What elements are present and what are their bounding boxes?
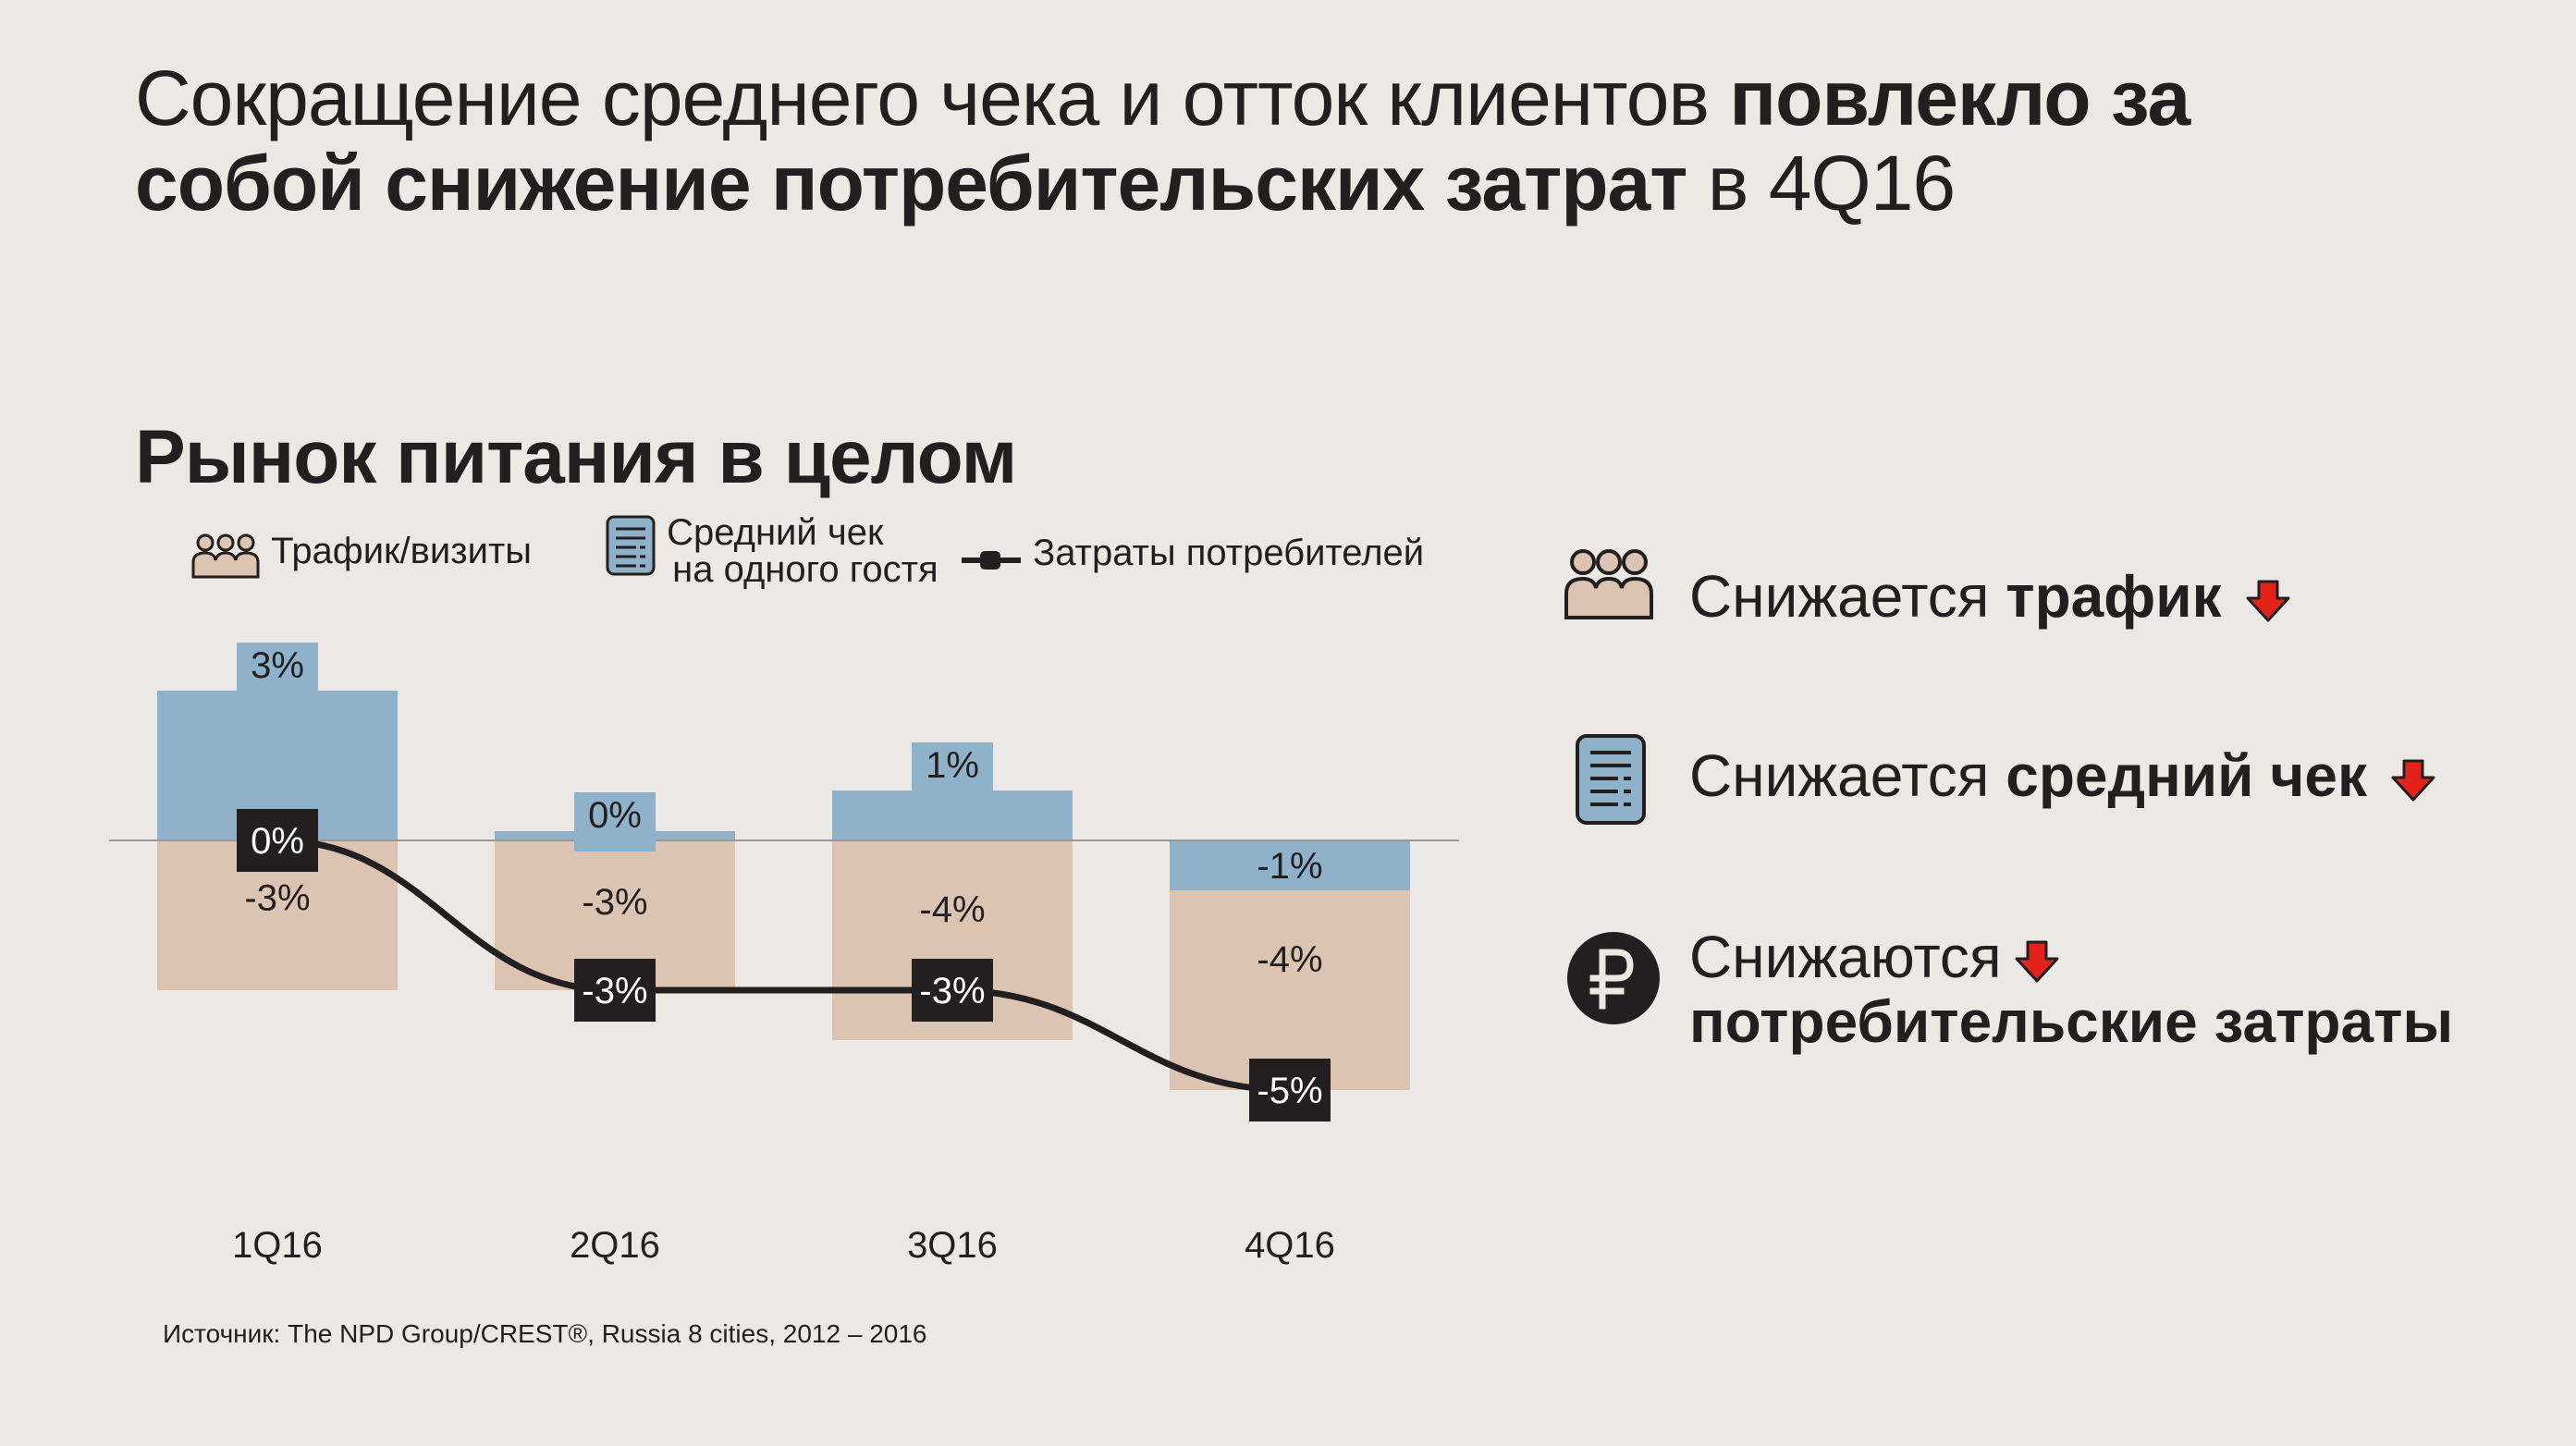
receipt-icon bbox=[1576, 734, 1646, 825]
spend-label: -3% bbox=[919, 971, 985, 1011]
page-title: Сокращение среднего чека и отток клиенто… bbox=[135, 55, 2447, 226]
legend-spend: Затраты потребителей bbox=[960, 534, 1424, 571]
spend-line bbox=[276, 837, 1291, 1094]
receipt-icon bbox=[606, 515, 656, 576]
traffic-label: -3% bbox=[244, 878, 310, 919]
legend-traffic-label: Трафик/визиты bbox=[271, 531, 533, 571]
avg-check-label-tab bbox=[912, 742, 993, 802]
legend-spend-label: Затраты потребителей bbox=[1033, 533, 1425, 573]
title-line2-bold: собой снижение потребительских затрат bbox=[135, 140, 1687, 227]
chart-subtitle: Рынок питания в целом bbox=[135, 415, 1017, 499]
ruble-icon bbox=[1567, 932, 1660, 1024]
summary-spend-text: Снижаются потребительские затраты bbox=[1689, 925, 2453, 1054]
spend-marker bbox=[1249, 1059, 1331, 1121]
line-legend-icon bbox=[962, 551, 1021, 570]
spend-marker bbox=[912, 959, 993, 1022]
summary-check-normal: Снижается bbox=[1689, 742, 2006, 809]
summary-traffic-text: Снижается трафик bbox=[1689, 564, 2290, 629]
spend-marker bbox=[237, 809, 318, 872]
summary-traffic-bold: трафик bbox=[2006, 563, 2222, 630]
summary-spend-normal: Снижаются bbox=[1689, 924, 2002, 990]
x-tick-label: 1Q16 bbox=[232, 1225, 323, 1266]
summary-traffic-normal: Снижается bbox=[1689, 563, 2006, 630]
x-tick-label: 2Q16 bbox=[570, 1225, 660, 1266]
people-icon bbox=[1564, 549, 1653, 619]
x-tick-label: 4Q16 bbox=[1245, 1225, 1335, 1266]
summary-check-text: Снижается средний чек bbox=[1689, 743, 2435, 808]
legend-check-line1: Средний чек bbox=[667, 512, 884, 553]
spend-label: -3% bbox=[582, 971, 647, 1011]
traffic-bar bbox=[1170, 890, 1410, 1090]
title-line1-normal: Сокращение среднего чека и отток клиенто… bbox=[135, 55, 1730, 141]
avg-check-bar bbox=[1170, 840, 1410, 890]
x-tick-label: 3Q16 bbox=[907, 1225, 998, 1266]
legend-check: Средний чек на одного гостя bbox=[605, 514, 938, 588]
summary-spend-bold: потребительские затраты bbox=[1689, 988, 2454, 1055]
arrow-down-icon bbox=[2015, 940, 2059, 983]
spend-label: -5% bbox=[1257, 1071, 1322, 1111]
avg-check-label-tab bbox=[237, 643, 318, 702]
traffic-label: -4% bbox=[1257, 939, 1322, 980]
arrow-down-icon bbox=[2246, 580, 2290, 622]
spend-marker bbox=[574, 959, 656, 1022]
arrow-down-icon bbox=[2391, 759, 2435, 802]
title-line2-normal: в 4Q16 bbox=[1687, 140, 1956, 227]
avg-check-label: 3% bbox=[251, 645, 304, 686]
avg-check-label: 1% bbox=[926, 745, 979, 786]
legend-check-label: Средний чек на одного гостя bbox=[667, 514, 938, 588]
traffic-label: -4% bbox=[919, 889, 985, 930]
people-icon bbox=[191, 533, 260, 579]
title-line1-bold: повлекло за bbox=[1729, 55, 2190, 141]
summary-check-bold: средний чек bbox=[2006, 742, 2368, 809]
traffic-label: -3% bbox=[582, 882, 647, 923]
legend-check-line2: на одного гостя bbox=[672, 549, 938, 590]
avg-check-label: 0% bbox=[588, 795, 642, 836]
spend-label: 0% bbox=[251, 821, 304, 862]
source-note: Источник: The NPD Group/CREST®, Russia 8… bbox=[163, 1319, 927, 1348]
avg-check-label-tab bbox=[574, 792, 656, 852]
avg-check-label: -1% bbox=[1257, 846, 1322, 887]
legend-traffic: Трафик/визиты bbox=[190, 533, 532, 579]
